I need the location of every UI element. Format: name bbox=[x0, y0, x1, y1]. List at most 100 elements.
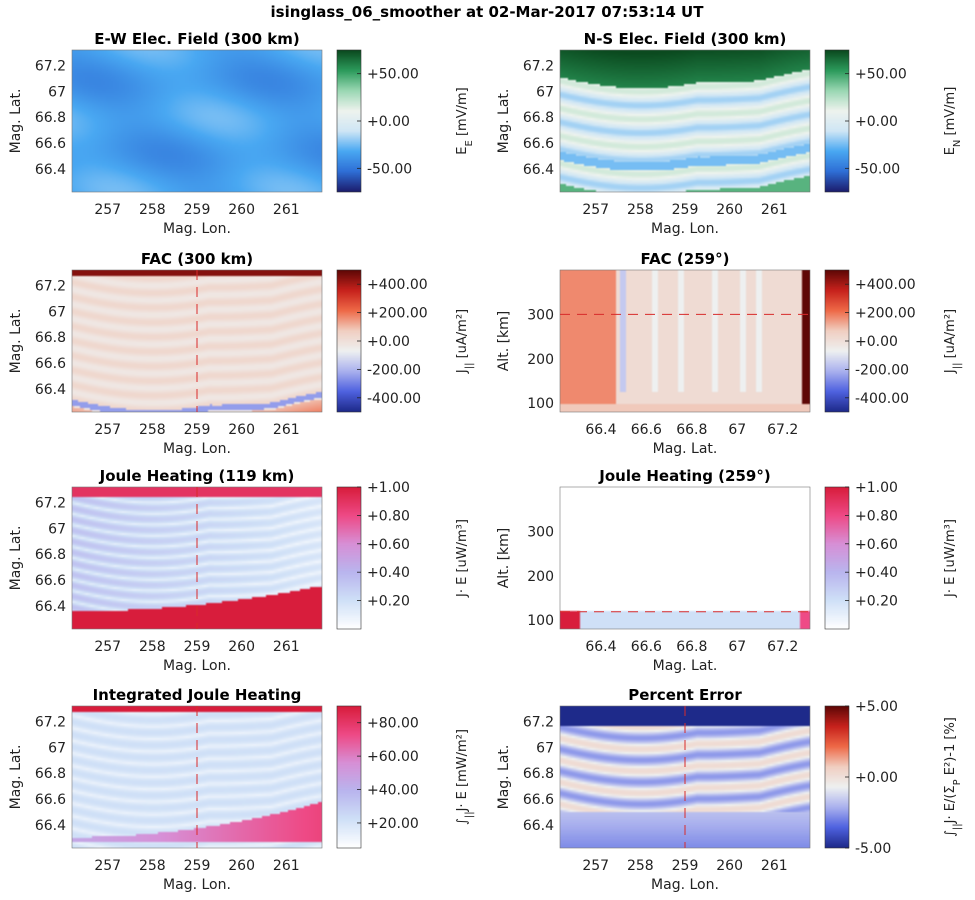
panel-jh259: Joule Heating (259°) 66.4 66.6 66.8 67 67.2 30… bbox=[496, 467, 958, 674]
x-tick-label: 261 bbox=[761, 202, 788, 218]
x-tick-label: 260 bbox=[228, 639, 255, 655]
x-tick-label: 258 bbox=[139, 858, 166, 874]
x-tick-label: 260 bbox=[716, 202, 743, 218]
panel-jh259-frame bbox=[559, 486, 811, 630]
colorbar-tick-label: +0.40 bbox=[367, 565, 410, 581]
y-tick-label: 67 bbox=[48, 521, 66, 537]
y-axis-label: Mag. Lat. bbox=[496, 89, 512, 154]
x-tick-label: 257 bbox=[582, 858, 609, 874]
colorbar-tick-label: +200.00 bbox=[855, 306, 916, 322]
panel-ns-colorbar-label: EN [mV/m] bbox=[943, 87, 963, 156]
colorbar-tick-label: -200.00 bbox=[367, 362, 421, 378]
colorbar-tick-label: +200.00 bbox=[367, 306, 428, 322]
panel-ew: E-W Elec. Field (300 km) 257 258 259 260 261 6… bbox=[8, 30, 475, 237]
panel-jh119: Joule Heating (119 km) 257 258 259 260 261 67.… bbox=[8, 467, 470, 674]
colorbar-tick-label: -5.00 bbox=[855, 841, 891, 857]
y-tick-label: 66.4 bbox=[35, 162, 66, 178]
x-tick-label: 257 bbox=[94, 639, 121, 655]
x-tick-label: 259 bbox=[672, 202, 699, 218]
y-axis-label: Mag. Lat. bbox=[8, 309, 24, 374]
colorbar-label-part: P bbox=[952, 779, 963, 785]
panel-jh119-colorbar-frame bbox=[336, 486, 362, 630]
panel-ns-heatmap bbox=[560, 50, 810, 192]
panel-jh119-title: Joule Heating (119 km) bbox=[99, 467, 295, 485]
colorbar-label-part: E bbox=[464, 140, 475, 146]
colorbar-tick-label: -400.00 bbox=[367, 391, 421, 407]
x-tick-label: 261 bbox=[761, 858, 788, 874]
colorbar-tick-label: -50.00 bbox=[367, 161, 412, 177]
y-tick-label: 66.8 bbox=[523, 766, 554, 782]
colorbar-tick-label: +0.40 bbox=[855, 565, 898, 581]
colorbar-tick-label: +60.00 bbox=[367, 749, 419, 765]
y-tick-label: 66.4 bbox=[523, 818, 554, 834]
x-tick-label: 259 bbox=[184, 858, 211, 874]
colorbar-label-part: [uA/m²] bbox=[943, 309, 958, 363]
y-tick-label: 300 bbox=[527, 307, 554, 323]
colorbar-label-part: J· E [mW/m²] bbox=[455, 729, 470, 812]
x-axis-label: Mag. Lon. bbox=[163, 221, 231, 237]
y-tick-label: 67.2 bbox=[35, 714, 66, 730]
x-tick-label: 66.4 bbox=[585, 422, 616, 438]
colorbar-label-part: J bbox=[455, 369, 470, 374]
y-tick-label: 66.8 bbox=[35, 547, 66, 563]
colorbar-tick-label: +1.00 bbox=[367, 480, 410, 496]
x-tick-label: 66.8 bbox=[676, 422, 707, 438]
colorbar-tick-label: +0.00 bbox=[855, 334, 898, 350]
x-tick-label: 258 bbox=[139, 422, 166, 438]
panel-fac300-title: FAC (300 km) bbox=[141, 250, 253, 268]
y-tick-label: 66.4 bbox=[523, 162, 554, 178]
panel-ns-title: N-S Elec. Field (300 km) bbox=[584, 30, 787, 48]
colorbar-label-part: ∫ bbox=[455, 818, 470, 825]
panel-ijh-title: Integrated Joule Heating bbox=[93, 686, 302, 704]
colorbar-label-part: || bbox=[952, 363, 963, 370]
x-axis-label: Mag. Lat. bbox=[653, 441, 718, 457]
panel-ew-frame bbox=[71, 49, 323, 193]
panel-fac259-frame bbox=[559, 269, 811, 413]
colorbar-tick-label: +0.20 bbox=[855, 594, 898, 610]
y-tick-label: 66.6 bbox=[35, 573, 66, 589]
panel-ijh-colorbar-label: ∫||J· E [mW/m²] bbox=[455, 729, 475, 825]
x-axis-label: Mag. Lon. bbox=[651, 877, 719, 893]
x-tick-label: 260 bbox=[228, 858, 255, 874]
panel-perr: Percent Error 257 258 259 260 261 67.2 67 66.8 66… bbox=[496, 686, 963, 893]
colorbar-tick-label: +0.60 bbox=[367, 537, 410, 553]
x-tick-label: 260 bbox=[228, 202, 255, 218]
panel-ew-title: E-W Elec. Field (300 km) bbox=[94, 30, 299, 48]
x-tick-label: 261 bbox=[273, 422, 300, 438]
x-tick-label: 258 bbox=[627, 858, 654, 874]
colorbar-label-part: [uA/m²] bbox=[455, 309, 470, 363]
x-tick-label: 257 bbox=[94, 858, 121, 874]
colorbar-tick-label: +0.80 bbox=[367, 508, 410, 524]
y-tick-label: 300 bbox=[527, 524, 554, 540]
colorbar-label-part: J· E [uW/m³] bbox=[943, 519, 958, 598]
y-tick-label: 66.6 bbox=[35, 792, 66, 808]
y-tick-label: 67.2 bbox=[35, 278, 66, 294]
colorbar-label-part: J bbox=[943, 369, 958, 374]
x-tick-label: 67 bbox=[728, 422, 746, 438]
x-tick-label: 259 bbox=[672, 858, 699, 874]
y-tick-label: 67 bbox=[536, 740, 554, 756]
colorbar-tick-label: +80.00 bbox=[367, 716, 419, 732]
x-tick-label: 66.8 bbox=[676, 639, 707, 655]
colorbar-label-part: [mV/m] bbox=[943, 87, 958, 140]
panel-ew-colorbar-label: EE [mV/m] bbox=[455, 87, 475, 154]
colorbar-label-part: ∫ bbox=[943, 830, 958, 837]
panel-jh259-heatmap bbox=[560, 487, 810, 629]
y-tick-label: 66.8 bbox=[35, 110, 66, 126]
y-axis-label: Mag. Lat. bbox=[8, 89, 24, 154]
x-tick-label: 67.2 bbox=[767, 422, 798, 438]
colorbar-tick-label: -200.00 bbox=[855, 362, 909, 378]
panel-perr-title: Percent Error bbox=[628, 686, 742, 704]
y-axis-label: Alt. [km] bbox=[496, 311, 512, 372]
y-tick-label: 200 bbox=[527, 352, 554, 368]
colorbar-tick-label: +5.00 bbox=[855, 699, 898, 715]
y-tick-label: 67 bbox=[48, 740, 66, 756]
colorbar-tick-label: +20.00 bbox=[367, 816, 419, 832]
x-tick-label: 259 bbox=[184, 422, 211, 438]
x-tick-label: 261 bbox=[273, 639, 300, 655]
x-tick-label: 260 bbox=[228, 422, 255, 438]
x-tick-label: 260 bbox=[716, 858, 743, 874]
x-tick-label: 261 bbox=[273, 202, 300, 218]
y-tick-label: 67 bbox=[48, 84, 66, 100]
